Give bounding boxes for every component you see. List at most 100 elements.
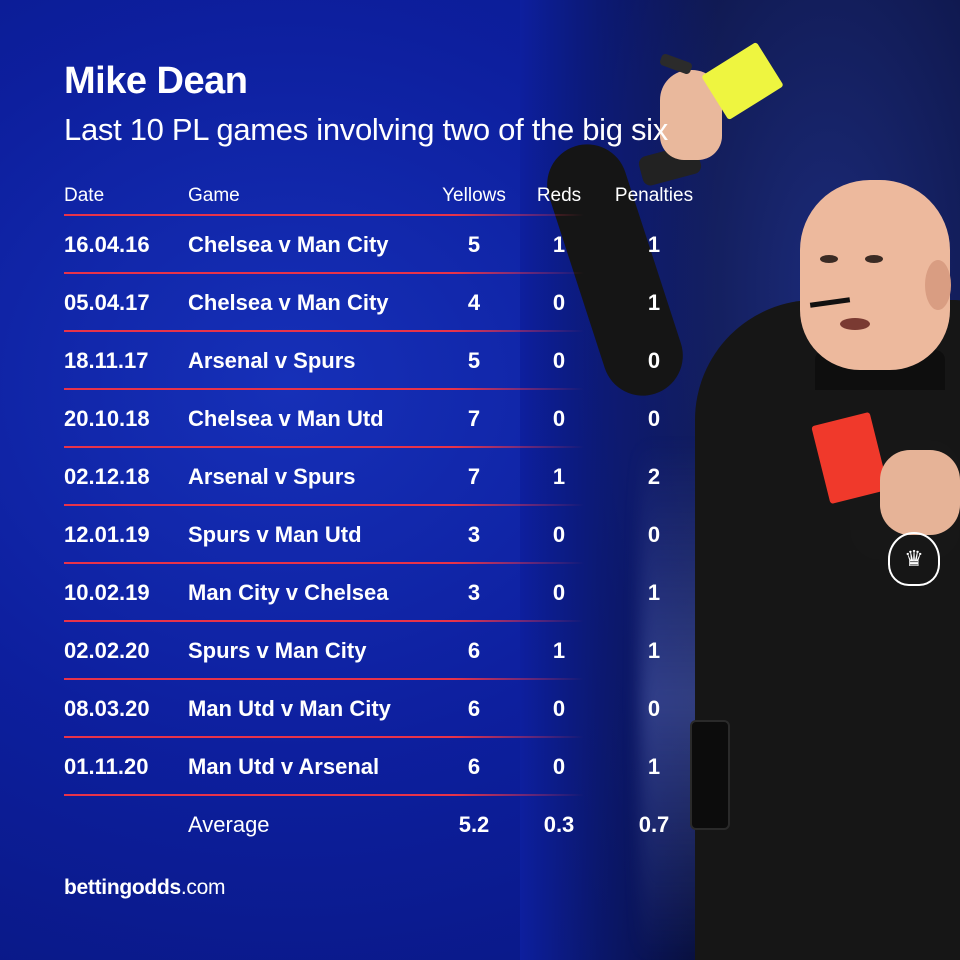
row-penalties: 2 (647, 464, 661, 489)
column-header-penalties: Penalties (614, 185, 694, 206)
average-reds: 0.3 (543, 812, 575, 837)
table-divider (64, 446, 584, 448)
row-reds: 0 (552, 290, 566, 315)
table-row: 02.12.18 Arsenal v Spurs 7 1 2 (64, 448, 724, 506)
radio-pack-icon (690, 720, 730, 830)
row-reds: 0 (552, 696, 566, 721)
table-divider (64, 794, 584, 796)
referee-mouth (840, 318, 870, 330)
row-reds: 0 (552, 754, 566, 779)
row-game: Chelsea v Man Utd (188, 406, 384, 431)
row-yellows: 7 (467, 406, 481, 431)
table-row: 02.02.20 Spurs v Man City 6 1 1 (64, 622, 724, 680)
whistle-icon (658, 52, 694, 76)
referee-photo: ♛ (520, 0, 960, 960)
table-divider (64, 736, 584, 738)
row-yellows: 6 (467, 638, 481, 663)
row-yellows: 3 (467, 580, 481, 605)
row-penalties: 1 (647, 290, 661, 315)
table-row: 20.10.18 Chelsea v Man Utd 7 0 0 (64, 390, 724, 448)
table-divider (64, 214, 584, 216)
referee-eye (820, 255, 838, 263)
row-date: 12.01.19 (64, 522, 150, 547)
column-header-yellows: Yellows (442, 185, 506, 206)
table-row: 12.01.19 Spurs v Man Utd 3 0 0 (64, 506, 724, 564)
premier-league-badge-icon: ♛ (888, 532, 940, 586)
brand-suffix: .com (180, 876, 226, 899)
row-reds: 1 (552, 464, 566, 489)
row-yellows: 6 (467, 696, 481, 721)
row-reds: 1 (552, 232, 566, 257)
table-divider (64, 330, 584, 332)
row-date: 05.04.17 (64, 290, 150, 315)
average-label: Average (188, 812, 270, 837)
row-penalties: 1 (647, 232, 661, 257)
row-date: 10.02.19 (64, 580, 150, 605)
table-divider (64, 272, 584, 274)
page-subtitle: Last 10 PL games involving two of the bi… (64, 112, 668, 147)
row-penalties: 0 (647, 522, 661, 547)
referee-ear (925, 260, 951, 310)
brand-logo: bettingodds.com (64, 876, 225, 900)
table-header-row: Date Game Yellows Reds Penalties (64, 178, 724, 214)
row-penalties: 0 (647, 406, 661, 431)
row-game: Man City v Chelsea (188, 580, 389, 605)
table-row: 01.11.20 Man Utd v Arsenal 6 0 1 (64, 738, 724, 796)
row-game: Chelsea v Man City (188, 290, 389, 315)
table-row: 10.02.19 Man City v Chelsea 3 0 1 (64, 564, 724, 622)
table-row: 08.03.20 Man Utd v Man City 6 0 0 (64, 680, 724, 738)
row-date: 01.11.20 (64, 754, 149, 779)
stats-table: Date Game Yellows Reds Penalties 16.04.1… (64, 178, 724, 854)
row-date: 02.02.20 (64, 638, 150, 663)
row-yellows: 5 (467, 348, 481, 373)
page-title: Mike Dean (64, 60, 248, 102)
row-separator-top (64, 214, 724, 216)
row-game: Chelsea v Man City (188, 232, 389, 257)
column-header-reds: Reds (536, 185, 582, 206)
row-game: Spurs v Man City (188, 638, 367, 663)
average-yellows: 5.2 (458, 812, 490, 837)
row-date: 02.12.18 (64, 464, 150, 489)
row-date: 20.10.18 (64, 406, 150, 431)
table-divider (64, 620, 584, 622)
row-game: Arsenal v Spurs (188, 464, 356, 489)
row-yellows: 5 (467, 232, 481, 257)
row-game: Man Utd v Arsenal (188, 754, 380, 779)
row-yellows: 4 (467, 290, 481, 315)
brand-name: bettingodds (64, 876, 181, 899)
row-penalties: 1 (647, 754, 661, 779)
row-yellows: 7 (467, 464, 481, 489)
row-reds: 0 (552, 406, 566, 431)
table-divider (64, 562, 584, 564)
table-row: 18.11.17 Arsenal v Spurs 5 0 0 (64, 332, 724, 390)
row-game: Arsenal v Spurs (188, 348, 356, 373)
table-divider (64, 678, 584, 680)
row-penalties: 0 (647, 696, 661, 721)
row-reds: 1 (552, 638, 566, 663)
table-divider (64, 504, 584, 506)
row-penalties: 1 (647, 638, 661, 663)
row-reds: 0 (552, 580, 566, 605)
column-header-date: Date (64, 185, 105, 206)
row-game: Spurs v Man Utd (188, 522, 362, 547)
row-yellows: 6 (467, 754, 481, 779)
average-row: Average 5.2 0.3 0.7 (64, 796, 724, 854)
row-reds: 0 (552, 348, 566, 373)
row-penalties: 1 (647, 580, 661, 605)
row-game: Man Utd v Man City (188, 696, 391, 721)
row-yellows: 3 (467, 522, 481, 547)
column-header-game: Game (188, 185, 240, 206)
row-penalties: 0 (647, 348, 661, 373)
table-row: 16.04.16 Chelsea v Man City 5 1 1 (64, 216, 724, 274)
referee-lower-hand (880, 450, 960, 535)
table-body: 16.04.16 Chelsea v Man City 5 1 1 05.04.17 Che… (64, 214, 724, 796)
row-reds: 0 (552, 522, 566, 547)
table-divider (64, 388, 584, 390)
row-date: 18.11.17 (64, 348, 149, 373)
average-penalties: 0.7 (638, 812, 670, 837)
row-date: 16.04.16 (64, 232, 150, 257)
referee-body (695, 300, 960, 960)
row-date: 08.03.20 (64, 696, 150, 721)
table-row: 05.04.17 Chelsea v Man City 4 0 1 (64, 274, 724, 332)
